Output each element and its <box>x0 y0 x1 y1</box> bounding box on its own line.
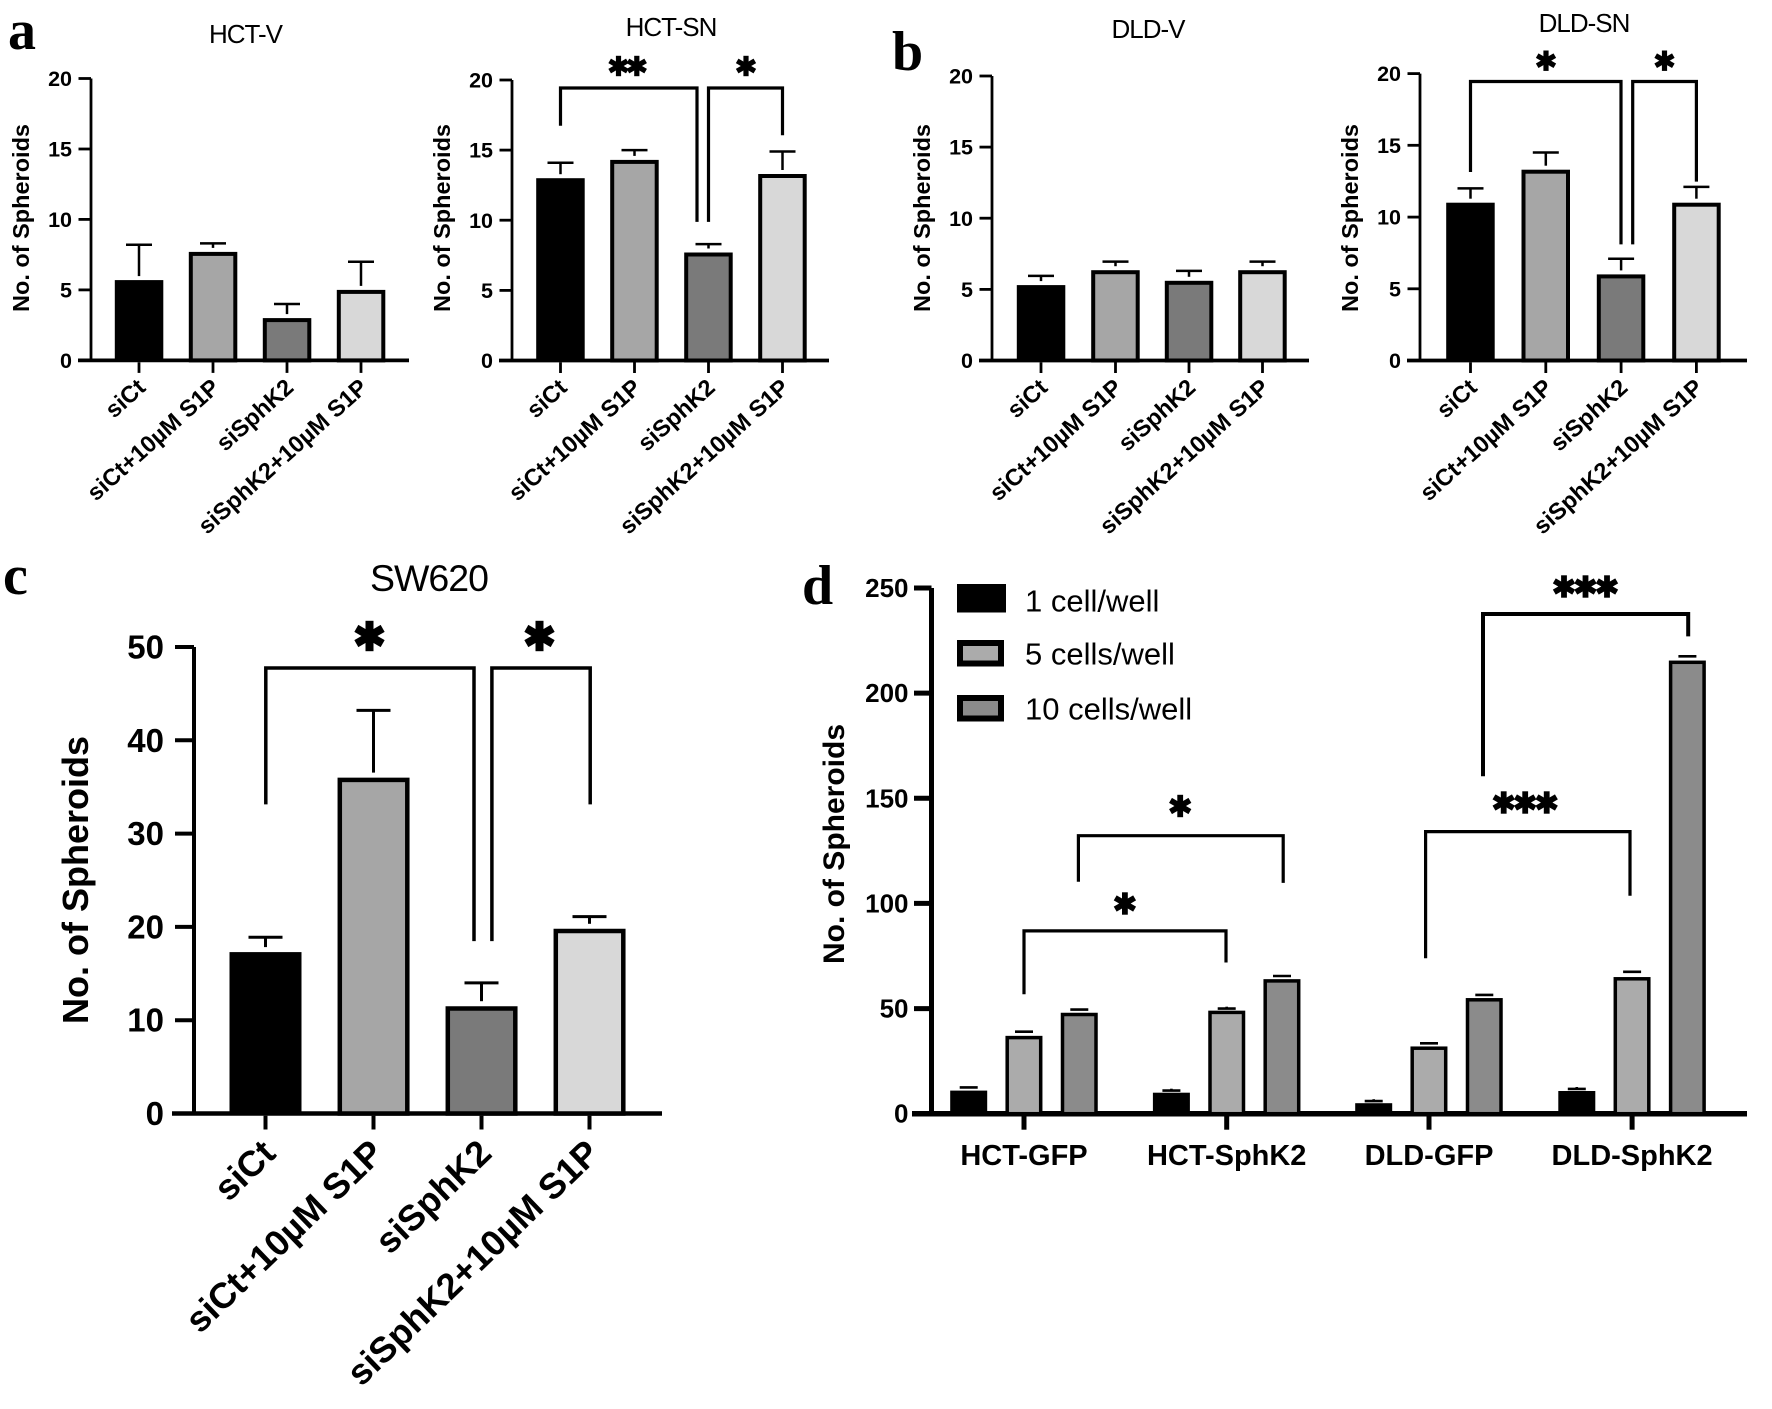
svg-text:a: a <box>8 0 36 62</box>
svg-text:10 cells/well: 10 cells/well <box>1025 692 1192 727</box>
svg-text:50: 50 <box>880 994 909 1024</box>
svg-text:HCT-V: HCT-V <box>209 19 284 49</box>
svg-text:5 cells/well: 5 cells/well <box>1025 637 1175 672</box>
svg-text:SW620: SW620 <box>370 557 488 599</box>
svg-text:5: 5 <box>961 278 973 302</box>
svg-text:10: 10 <box>48 208 72 232</box>
svg-text:30: 30 <box>127 815 164 852</box>
svg-text:HCT-GFP: HCT-GFP <box>960 1140 1087 1172</box>
svg-text:No. of Spheroids: No. of Spheroids <box>429 124 455 312</box>
svg-text:150: 150 <box>865 783 908 813</box>
svg-text:10: 10 <box>127 1002 164 1039</box>
svg-text:15: 15 <box>949 136 973 160</box>
svg-text:100: 100 <box>865 888 908 918</box>
svg-text:0: 0 <box>1389 349 1401 373</box>
svg-text:200: 200 <box>865 678 908 708</box>
svg-text:10: 10 <box>949 207 973 231</box>
svg-text:20: 20 <box>1377 62 1401 86</box>
svg-text:15: 15 <box>469 139 493 163</box>
svg-text:No. of Spheroids: No. of Spheroids <box>1337 124 1363 312</box>
svg-text:250: 250 <box>865 573 908 603</box>
svg-text:5: 5 <box>1389 277 1401 301</box>
svg-text:No. of Spheroids: No. of Spheroids <box>909 124 935 312</box>
svg-text:HCT-SphK2: HCT-SphK2 <box>1147 1140 1307 1172</box>
svg-text:15: 15 <box>48 138 72 162</box>
svg-text:0: 0 <box>146 1095 164 1132</box>
svg-text:5: 5 <box>481 279 493 303</box>
svg-text:No. of Spheroids: No. of Spheroids <box>818 724 851 964</box>
svg-text:0: 0 <box>961 349 973 373</box>
svg-text:No. of Spheroids: No. of Spheroids <box>8 124 34 312</box>
svg-text:1 cell/well: 1 cell/well <box>1025 584 1159 619</box>
svg-text:DLD-SphK2: DLD-SphK2 <box>1552 1140 1713 1172</box>
svg-text:0: 0 <box>481 349 493 373</box>
svg-text:HCT-SN: HCT-SN <box>626 12 717 42</box>
svg-text:50: 50 <box>127 629 164 666</box>
svg-text:c: c <box>3 545 28 607</box>
svg-text:20: 20 <box>949 65 973 89</box>
svg-text:20: 20 <box>127 908 164 945</box>
svg-text:40: 40 <box>127 722 164 759</box>
svg-text:5: 5 <box>60 278 72 302</box>
svg-text:20: 20 <box>48 67 72 91</box>
svg-text:DLD-GFP: DLD-GFP <box>1365 1140 1494 1172</box>
svg-text:d: d <box>802 555 833 617</box>
svg-text:0: 0 <box>60 349 72 373</box>
svg-text:0: 0 <box>894 1099 908 1129</box>
svg-text:15: 15 <box>1377 134 1401 158</box>
svg-text:10: 10 <box>469 209 493 233</box>
svg-text:10: 10 <box>1377 206 1401 230</box>
svg-text:No. of Spheroids: No. of Spheroids <box>55 736 96 1024</box>
svg-text:20: 20 <box>469 69 493 93</box>
svg-text:b: b <box>892 21 923 83</box>
svg-text:DLD-V: DLD-V <box>1111 14 1186 44</box>
svg-text:DLD-SN: DLD-SN <box>1539 8 1630 38</box>
